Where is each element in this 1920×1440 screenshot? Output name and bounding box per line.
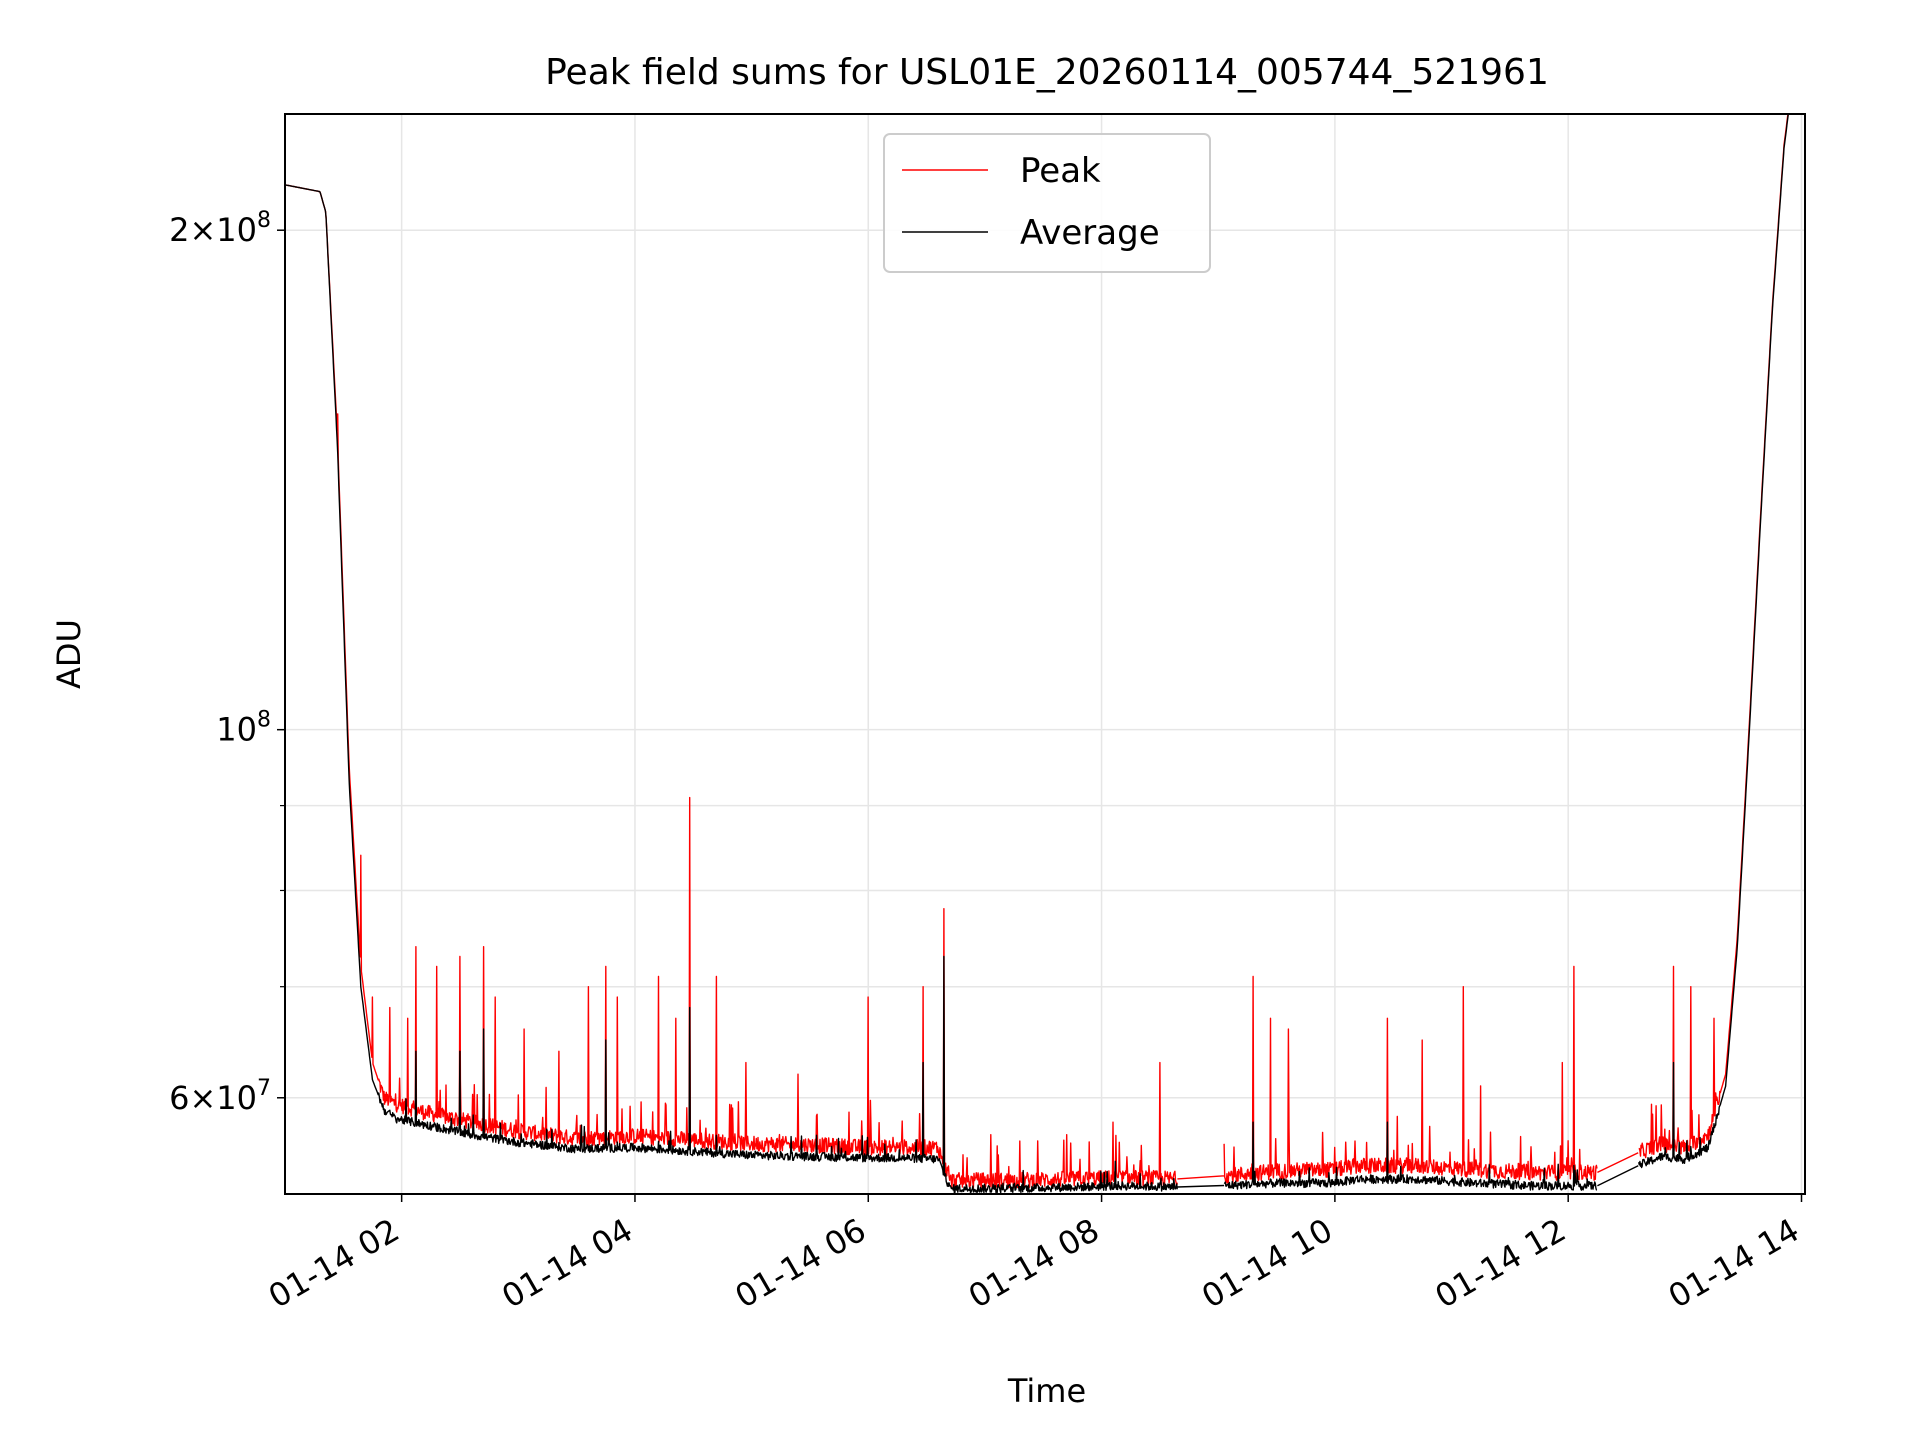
- y-tick-label: 108: [216, 708, 271, 749]
- chart-title: Peak field sums for USL01E_20260114_0057…: [545, 52, 1549, 93]
- series-line-average: [285, 114, 1790, 1194]
- x-axis-label: Time: [1007, 1372, 1086, 1410]
- x-tick-label: 01-14 08: [962, 1211, 1106, 1316]
- y-axis-label: ADU: [50, 619, 88, 689]
- legend-label-average: Average: [1020, 213, 1160, 253]
- series-layer: [285, 114, 1790, 1194]
- x-tick-label: 01-14 10: [1195, 1211, 1339, 1316]
- y-tick-label: 2×108: [169, 208, 271, 249]
- y-tick-label: 6×107: [169, 1076, 271, 1117]
- y-axis: 6×107 108 2×108: [169, 208, 285, 1117]
- x-tick-label: 01-14 04: [495, 1211, 639, 1316]
- legend-frame: [883, 133, 1211, 273]
- x-axis: 01-14 02 01-14 04 01-14 06 01-14 08 01-14 10…: [262, 1194, 1806, 1316]
- plot-frame: [284, 113, 1806, 1195]
- x-tick-label: 01-14 12: [1429, 1211, 1573, 1316]
- legend-label-peak: Peak: [1020, 151, 1101, 191]
- x-tick-label: 01-14 06: [729, 1211, 873, 1316]
- x-tick-label: 01-14 14: [1662, 1211, 1806, 1316]
- series-line-peak: [285, 114, 1789, 1189]
- grid-lines: [285, 114, 1805, 1194]
- x-tick-label: 01-14 02: [262, 1211, 406, 1316]
- legend: Peak Average: [883, 133, 1211, 273]
